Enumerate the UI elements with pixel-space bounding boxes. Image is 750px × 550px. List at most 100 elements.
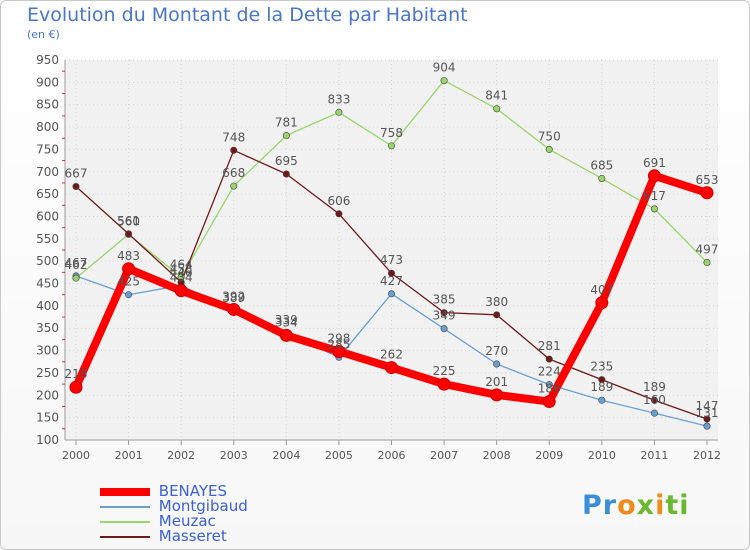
y-tick-label: 700: [36, 165, 59, 179]
data-point-montgibaud: [387, 290, 395, 298]
y-tick-label: 800: [36, 120, 59, 134]
legend-label-masseret: Masseret: [158, 527, 227, 545]
x-tick-label: 2009: [535, 449, 563, 462]
legend-item-masseret: Masseret: [100, 529, 248, 544]
data-point-masseret: [125, 230, 133, 238]
data-label-meuzac: 758: [380, 126, 403, 140]
data-point-meuzac: [72, 274, 80, 282]
y-tick-label: 250: [36, 366, 59, 380]
x-tick-label: 2011: [640, 449, 668, 462]
data-point-benayes: [647, 169, 661, 183]
data-label-montgibaud: 339: [275, 313, 298, 327]
data-label-benayes: 434: [170, 271, 193, 285]
legend-label-meuzac: Meuzac: [158, 512, 216, 530]
legend-swatch-montgibaud: [100, 505, 150, 508]
data-label-meuzac: 781: [275, 116, 298, 130]
data-point-benayes: [122, 262, 136, 276]
data-label-meuzac: 462: [65, 258, 88, 272]
data-point-benayes: [332, 344, 346, 358]
proxiti-logo: Proxiti: [582, 490, 690, 521]
data-point-meuzac: [387, 142, 395, 150]
data-label-meuzac: 750: [538, 129, 561, 143]
y-tick-label: 550: [36, 232, 59, 246]
data-label-masseret: 281: [538, 339, 561, 353]
legend-swatch-benayes: [100, 487, 150, 496]
data-label-masseret: 473: [380, 253, 403, 267]
data-label-benayes: 298: [327, 331, 350, 345]
data-point-benayes: [542, 395, 556, 409]
data-point-meuzac: [493, 105, 501, 113]
data-label-montgibaud: 270: [485, 344, 508, 358]
data-label-montgibaud: 427: [380, 274, 403, 288]
y-tick-label: 600: [36, 209, 59, 223]
x-tick-label: 2006: [378, 449, 406, 462]
data-label-benayes: 407: [590, 283, 613, 297]
data-point-masseret: [282, 170, 290, 178]
data-label-meuzac: 841: [485, 89, 508, 103]
y-tick-label: 450: [36, 277, 59, 291]
data-point-benayes: [385, 361, 398, 375]
y-tick-label: 300: [36, 344, 59, 358]
legend-label-montgibaud: Montgibaud: [158, 497, 248, 515]
data-label-masseret: 748: [222, 130, 245, 144]
y-tick-label: 850: [36, 98, 59, 112]
y-tick-label: 200: [36, 388, 59, 402]
data-point-montgibaud: [545, 381, 553, 389]
chart-title: Evolution du Montant de la Dette par Hab…: [27, 4, 468, 26]
data-label-benayes: 334: [275, 315, 298, 329]
y-tick-label: 900: [36, 75, 59, 89]
data-label-benayes: 225: [433, 364, 456, 378]
x-tick-label: 2004: [272, 449, 300, 462]
data-label-masseret: 189: [643, 380, 666, 394]
data-label-benayes: 653: [696, 173, 719, 187]
data-label-benayes: 186: [538, 382, 561, 396]
data-label-benayes: 201: [485, 375, 508, 389]
data-point-masseret: [387, 269, 395, 277]
data-label-montgibaud: 467: [65, 256, 88, 270]
data-point-benayes: [227, 302, 241, 316]
data-point-meuzac: [598, 174, 606, 182]
x-tick-label: 2002: [167, 449, 195, 462]
data-point-benayes: [437, 377, 451, 391]
data-point-masseret: [598, 376, 606, 384]
data-point-meuzac: [703, 259, 711, 267]
data-point-montgibaud: [125, 291, 133, 299]
data-point-montgibaud: [493, 360, 501, 368]
data-point-meuzac: [282, 132, 290, 140]
data-label-benayes: 262: [380, 348, 403, 362]
y-tick-label: 400: [36, 299, 59, 313]
x-tick-label: 2003: [220, 449, 248, 462]
data-label-meuzac: 833: [327, 92, 350, 106]
y-tick-label: 950: [36, 53, 59, 67]
data-point-benayes: [700, 186, 714, 200]
data-label-masseret: 380: [485, 295, 508, 309]
y-tick-label: 500: [36, 254, 59, 268]
data-label-montgibaud: 285: [327, 337, 350, 351]
legend-item-meuzac: Meuzac: [100, 514, 248, 529]
data-label-meuzac: 685: [590, 158, 613, 172]
data-point-meuzac: [545, 145, 553, 153]
data-label-benayes: 392: [222, 289, 245, 303]
x-tick-label: 2012: [693, 449, 721, 462]
y-tick-label: 750: [36, 142, 59, 156]
data-label-meuzac: 464: [170, 257, 193, 271]
x-tick-label: 2000: [62, 449, 90, 462]
data-label-montgibaud: 389: [222, 291, 245, 305]
data-label-masseret: 147: [696, 399, 719, 413]
data-point-masseret: [440, 309, 448, 317]
data-label-meuzac: 560: [117, 214, 140, 228]
data-label-masseret: 667: [65, 167, 88, 181]
y-tick-label: 100: [36, 433, 59, 447]
data-label-meuzac: 904: [433, 61, 456, 75]
data-label-masseret: 561: [117, 214, 140, 228]
data-label-montgibaud: 160: [643, 393, 666, 407]
x-tick-label: 2007: [430, 449, 458, 462]
legend: BENAYES Montgibaud Meuzac Masseret: [100, 484, 248, 544]
legend-item-montgibaud: Montgibaud: [100, 499, 248, 514]
data-point-meuzac: [230, 182, 238, 190]
x-tick-label: 2008: [483, 449, 511, 462]
y-tick-label: 150: [36, 411, 59, 425]
data-label-montgibaud: 189: [590, 380, 613, 394]
data-label-montgibaud: 446: [170, 265, 193, 279]
x-tick-label: 2005: [325, 449, 353, 462]
